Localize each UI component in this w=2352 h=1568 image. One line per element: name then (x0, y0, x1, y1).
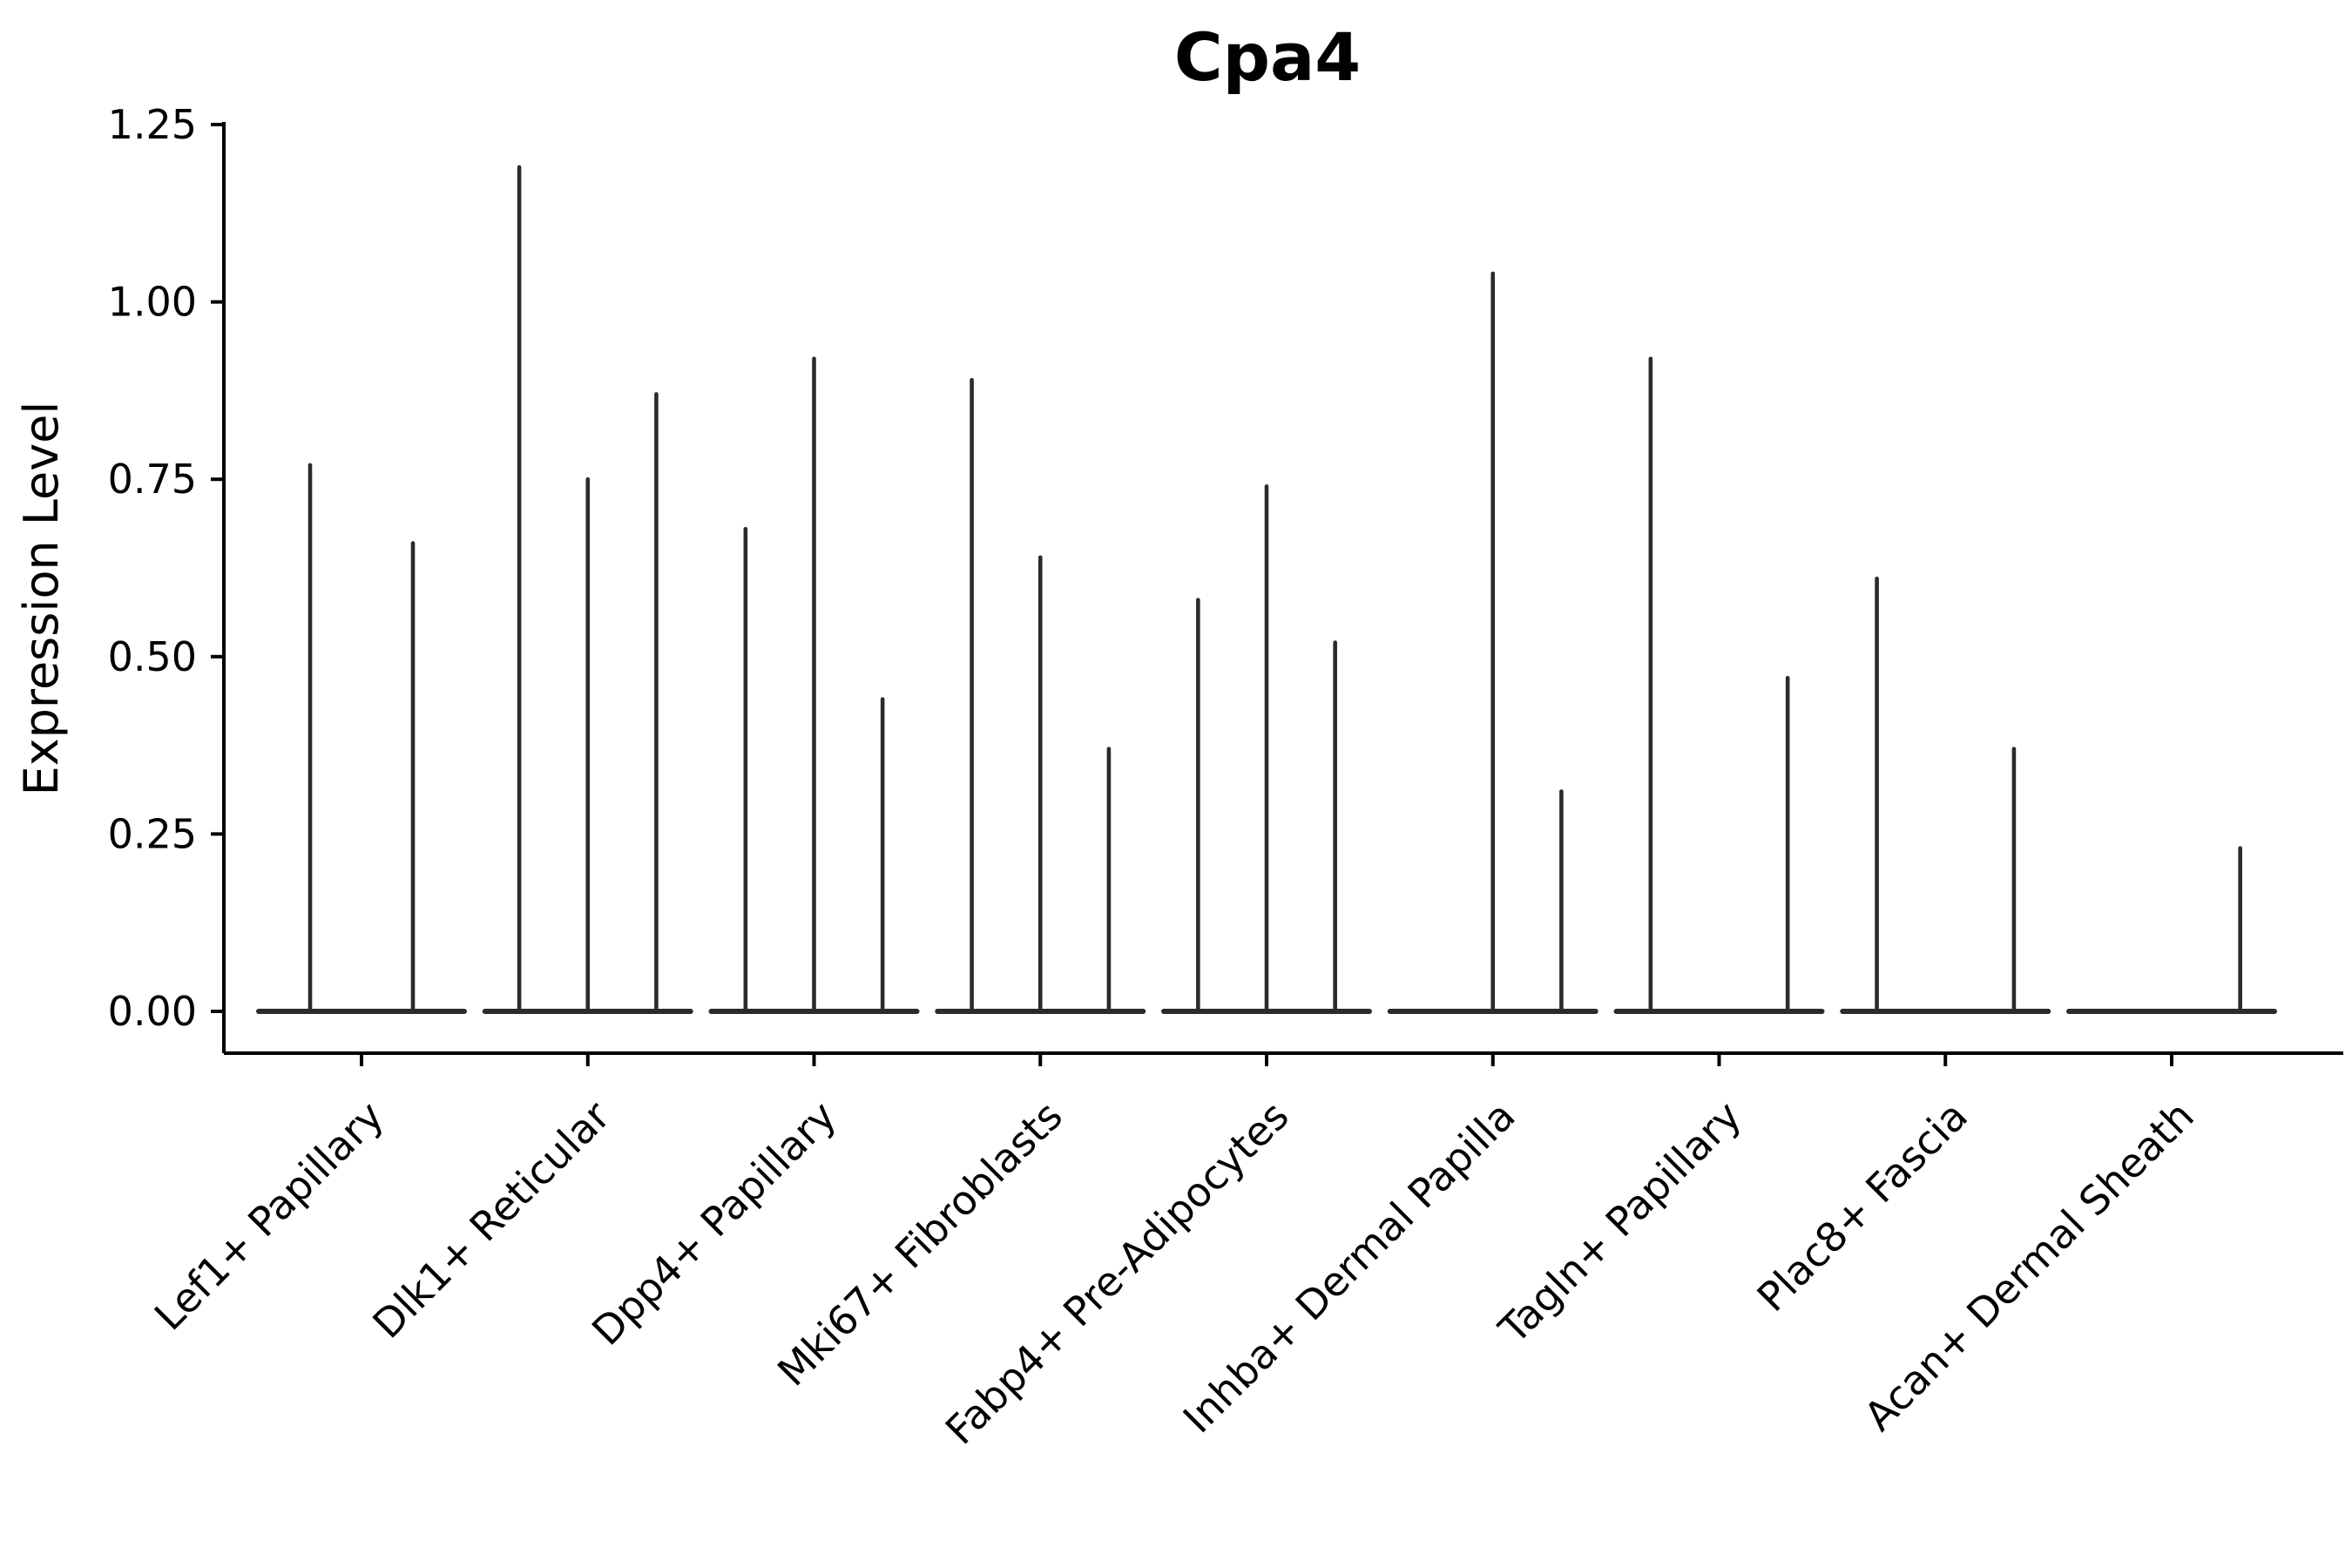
y-tick-label: 0.00 (108, 988, 197, 1035)
y-tick-label: 1.00 (108, 279, 197, 326)
y-tick-label: 0.50 (108, 633, 197, 680)
x-tick-label: Tagln+ Papillary (1490, 1092, 1751, 1354)
chart-title: Cpa4 (1174, 18, 1361, 96)
y-tick-label: 1.25 (108, 101, 197, 148)
x-tick-label: Lef1+ Papillary (145, 1092, 393, 1340)
x-tick-label: Plac8+ Fascia (1748, 1092, 1977, 1321)
y-axis-label: Expression Level (14, 402, 69, 796)
x-tick-label: Dlk1+ Reticular (363, 1092, 618, 1348)
y-tick-label: 0.75 (108, 456, 197, 503)
x-tick-label: Dpp4+ Papillary (583, 1092, 845, 1355)
y-tick-label: 0.25 (108, 810, 197, 857)
